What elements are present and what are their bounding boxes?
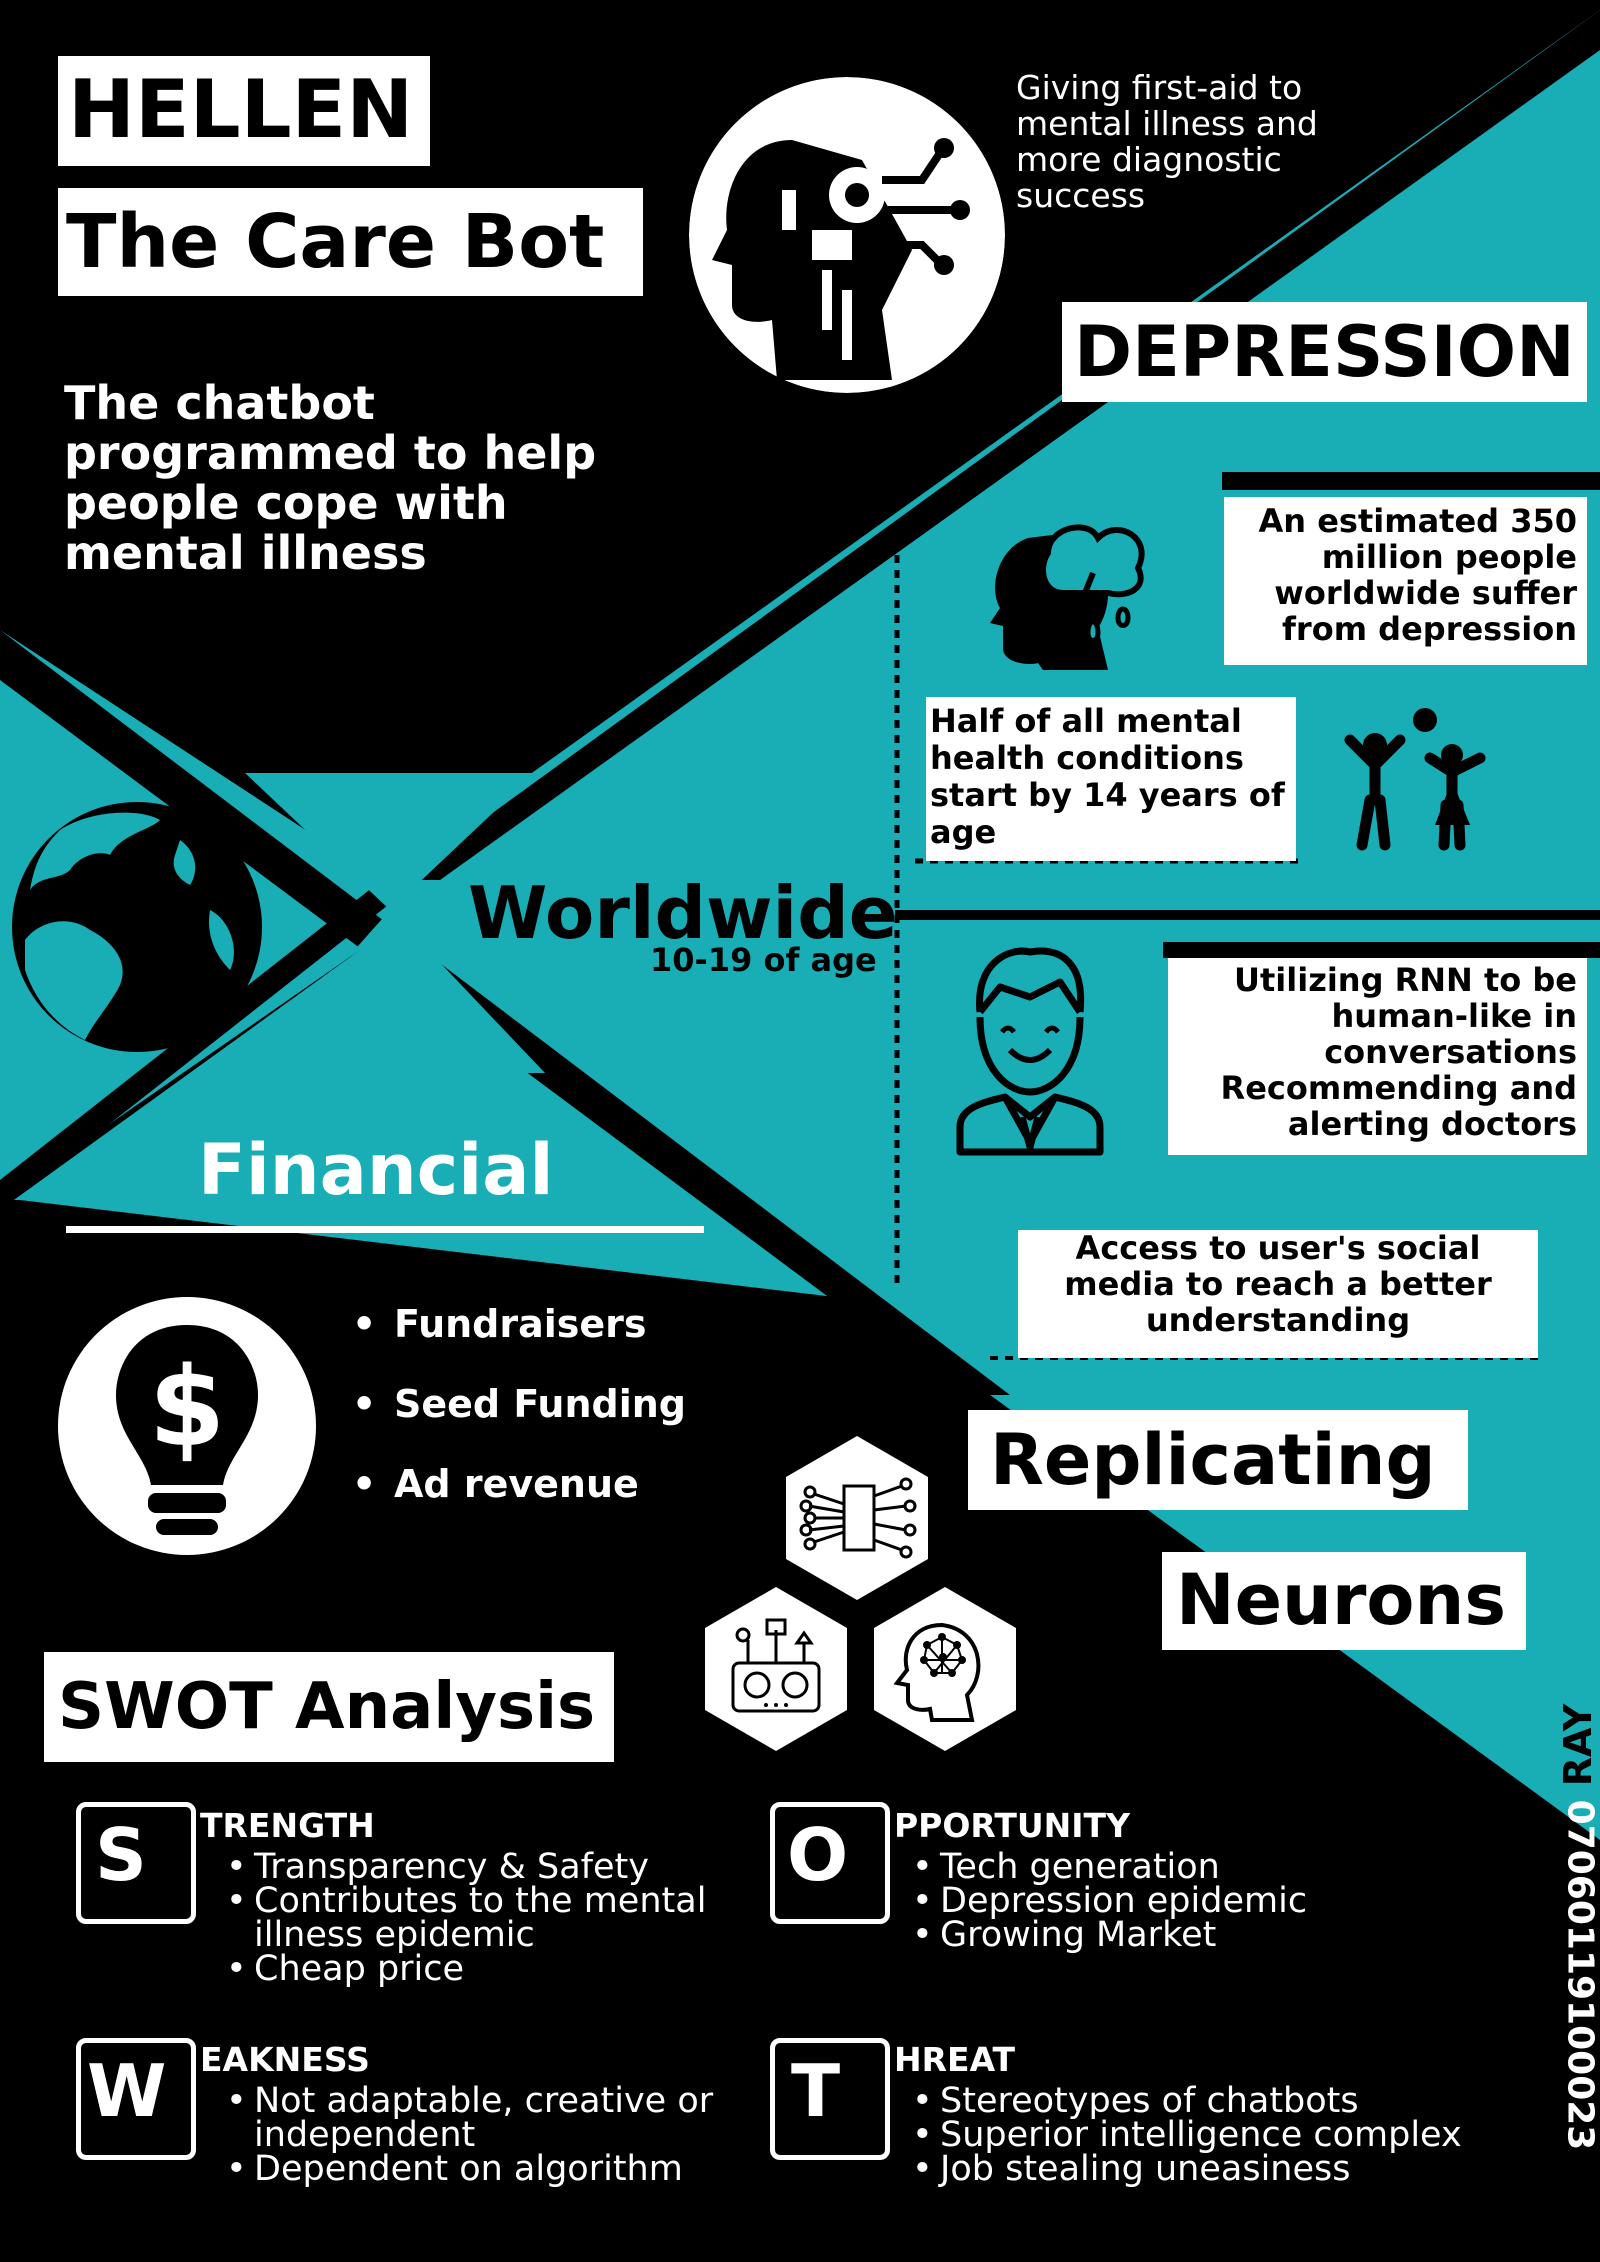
subtitle-box: The Care Bot bbox=[58, 188, 643, 296]
depression-title-box: DEPRESSION bbox=[1062, 302, 1587, 402]
phone-number: 07060119100023 bbox=[1559, 1799, 1600, 2151]
replicating-box: Replicating bbox=[968, 1410, 1468, 1510]
strength-letter-box: S bbox=[76, 1802, 196, 1924]
threat-item: Job stealing uneasiness bbox=[912, 2152, 1500, 2187]
opportunity-item: Depression epidemic bbox=[912, 1884, 1460, 1919]
weakness-letter-box: W bbox=[76, 2038, 196, 2160]
financial-item: Fundraisers bbox=[352, 1300, 732, 1380]
financial-item: Seed Funding bbox=[352, 1380, 732, 1460]
strength-item: Contributes to the mental illness epidem… bbox=[226, 1884, 754, 1953]
neurons-box: Neurons bbox=[1162, 1552, 1526, 1650]
threat-item: Superior intelligence complex bbox=[912, 2118, 1500, 2153]
opportunity-heading: PPORTUNITY bbox=[894, 1806, 1130, 1845]
dollar-lightbulb-icon: $ bbox=[58, 1297, 316, 1555]
financial-title: Financial bbox=[198, 1129, 554, 1211]
stat-text-1: An estimated 350 million people worldwid… bbox=[1258, 502, 1577, 648]
threat-letter-box: T bbox=[770, 2038, 890, 2160]
weakness-letter: W bbox=[87, 2049, 167, 2133]
feature-text-2: Access to user's social media to reach a… bbox=[1064, 1229, 1492, 1339]
brain-head-icon bbox=[874, 1587, 1016, 1751]
weakness-item: Dependent on algorithm bbox=[226, 2152, 754, 2187]
feature-box-2: Access to user's social media to reach a… bbox=[1018, 1230, 1538, 1358]
smiling-doctor-icon bbox=[956, 947, 1104, 1156]
threat-heading: HREAT bbox=[894, 2040, 1016, 2079]
robot-head-icon bbox=[685, 73, 1009, 397]
strength-list: Transparency & Safety Contributes to the… bbox=[218, 1850, 754, 1987]
opportunity-letter: O bbox=[787, 1813, 849, 1897]
kids-playing-icon bbox=[1344, 708, 1486, 851]
feature-box-1: Utilizing RNN to be human-like in conver… bbox=[1168, 958, 1587, 1155]
swot-title-box: SWOT Analysis bbox=[44, 1652, 614, 1762]
worldwide-subtitle: 10-19 of age bbox=[650, 941, 877, 979]
opportunity-list: Tech generation Depression epidemic Grow… bbox=[904, 1850, 1460, 1953]
threat-letter: T bbox=[791, 2049, 841, 2133]
tagline: The chatbot programmed to help people co… bbox=[64, 376, 597, 580]
replicating-text: Replicating bbox=[990, 1419, 1436, 1501]
neurons-text: Neurons bbox=[1176, 1559, 1507, 1641]
app-subtitle: The Care Bot bbox=[66, 199, 605, 285]
strength-letter: S bbox=[95, 1813, 147, 1897]
weakness-list: Not adaptable, creative or independent D… bbox=[218, 2084, 754, 2187]
strength-heading: TRENGTH bbox=[200, 1806, 375, 1845]
stat-text-2: Half of all mental health conditions sta… bbox=[930, 702, 1285, 851]
weakness-heading: EAKNESS bbox=[200, 2040, 370, 2079]
threat-item: Stereotypes of chatbots bbox=[912, 2084, 1500, 2119]
worldwide-title: Worldwide bbox=[468, 871, 898, 955]
opportunity-item: Tech generation bbox=[912, 1850, 1460, 1885]
depressed-head-icon bbox=[990, 524, 1145, 670]
strength-item: Cheap price bbox=[226, 1952, 754, 1987]
feature-text-1: Utilizing RNN to be human-like in conver… bbox=[1220, 961, 1577, 1143]
app-name: HELLEN bbox=[68, 63, 414, 156]
threat-list: Stereotypes of chatbots Superior intelli… bbox=[904, 2084, 1500, 2187]
strength-item: Transparency & Safety bbox=[226, 1850, 754, 1885]
globe-icon bbox=[12, 802, 262, 1052]
author-name: RAY bbox=[1556, 1703, 1600, 1787]
stat-box-1: An estimated 350 million people worldwid… bbox=[1224, 497, 1587, 665]
opportunity-letter-box: O bbox=[770, 1802, 890, 1924]
weakness-item: Not adaptable, creative or independent bbox=[226, 2084, 754, 2153]
svg-text:$: $ bbox=[149, 1343, 226, 1471]
swot-title: SWOT Analysis bbox=[58, 1670, 596, 1744]
mission-text: Giving first-aid to mental illness and m… bbox=[1016, 68, 1318, 215]
opportunity-item: Growing Market bbox=[912, 1918, 1460, 1953]
depression-title: DEPRESSION bbox=[1074, 311, 1575, 393]
financial-list: Fundraisers Seed Funding Ad revenue bbox=[352, 1300, 732, 1540]
title-box: HELLEN bbox=[58, 56, 430, 166]
financial-item: Ad revenue bbox=[352, 1460, 732, 1540]
neural-chip-icon bbox=[786, 1436, 928, 1600]
robot-machine-icon bbox=[705, 1587, 847, 1751]
stat-box-2: Half of all mental health conditions sta… bbox=[926, 697, 1296, 861]
